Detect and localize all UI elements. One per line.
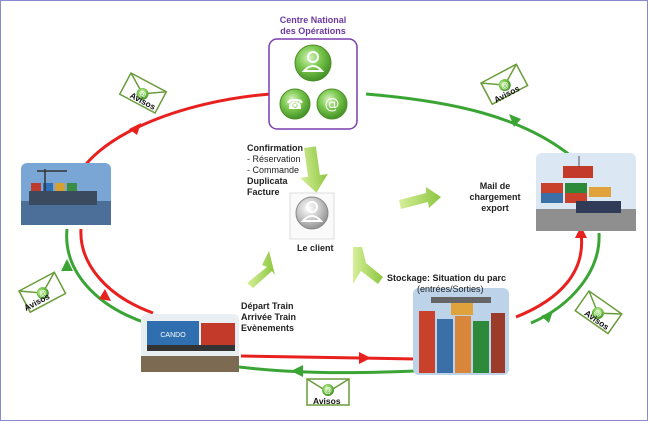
red-arc-left [79,228,154,315]
mail-label: Mail de chargement export [459,181,531,214]
green-arc-top-right [365,92,572,158]
green-arc-left [65,228,147,325]
at-sign-icon [316,88,348,120]
mail-line3: export [481,203,509,213]
arrow-from-stockage [353,247,383,284]
green-arrowhead-4 [291,365,303,377]
depart-line3: Evènements [241,323,295,333]
red-arrowhead-4 [359,352,371,364]
depart-label: Départ Train Arrivée Train Evènements [241,301,296,334]
center-title-line1: Centre National [279,15,347,25]
confirmation-label: Confirmation - Réservation - Commande Du… [247,143,303,198]
confirmation-line4: Facture [247,187,280,197]
avisos-envelope-top-right: @ [479,63,529,106]
green-arrowhead-3 [61,259,73,271]
svg-text:@: @ [324,386,332,395]
truck-containers-photo [536,153,636,231]
stockage-label: Stockage: Situation du parc (entrées/Sor… [387,273,506,295]
red-arrowhead-2 [575,226,587,238]
mail-line1: Mail de [479,181,511,191]
center-title: Centre National des Opérations [263,15,363,37]
confirmation-line3: Duplicata [247,176,288,186]
red-arc-right [515,232,584,319]
client-label: Le client [297,243,334,253]
avisos-envelope-top-left: @ [118,71,168,114]
avisos-envelope-left: @ [17,271,67,314]
red-arrowhead-1 [129,123,141,135]
red-arrowhead-3 [99,289,111,301]
arrow-from-depart [247,251,275,288]
avisos-envelope-right: @ [574,289,623,335]
svg-text:@: @ [37,288,48,300]
stockage-title: Stockage: Situation du parc [387,273,507,283]
depart-line2: Arrivée Train [241,312,297,322]
green-arrowhead-2 [541,311,553,323]
svg-text:☎: ☎ [286,97,303,113]
train-photo: CANDO [141,314,239,372]
svg-text:@: @ [592,308,604,320]
train-container-text: CANDO [160,332,186,339]
stockage-sub: (entrées/Sorties) [417,284,484,294]
red-arc-bottom [240,354,417,361]
port-ship-photo [21,163,111,225]
arrow-from-mail [399,187,441,209]
confirmation-line2: - Commande [247,165,300,175]
confirmation-title: Confirmation [247,143,303,153]
green-arc-bottom [238,365,417,375]
svg-text:@: @ [499,80,510,92]
center-title-line2: des Opérations [280,26,346,36]
depart-line1: Départ Train [241,301,294,311]
container-yard-photo [413,288,509,375]
svg-text:@: @ [325,95,340,113]
mail-line2: chargement [469,192,521,202]
avisos-label-bottom: Avisos [313,396,341,406]
green-arrowhead-1 [509,114,521,127]
avisos-envelope-bottom: @ [306,378,350,406]
phone-icon [279,88,311,120]
svg-text:@: @ [137,88,148,100]
confirmation-line1: - Réservation [247,154,301,164]
arrow-from-center [300,146,328,193]
